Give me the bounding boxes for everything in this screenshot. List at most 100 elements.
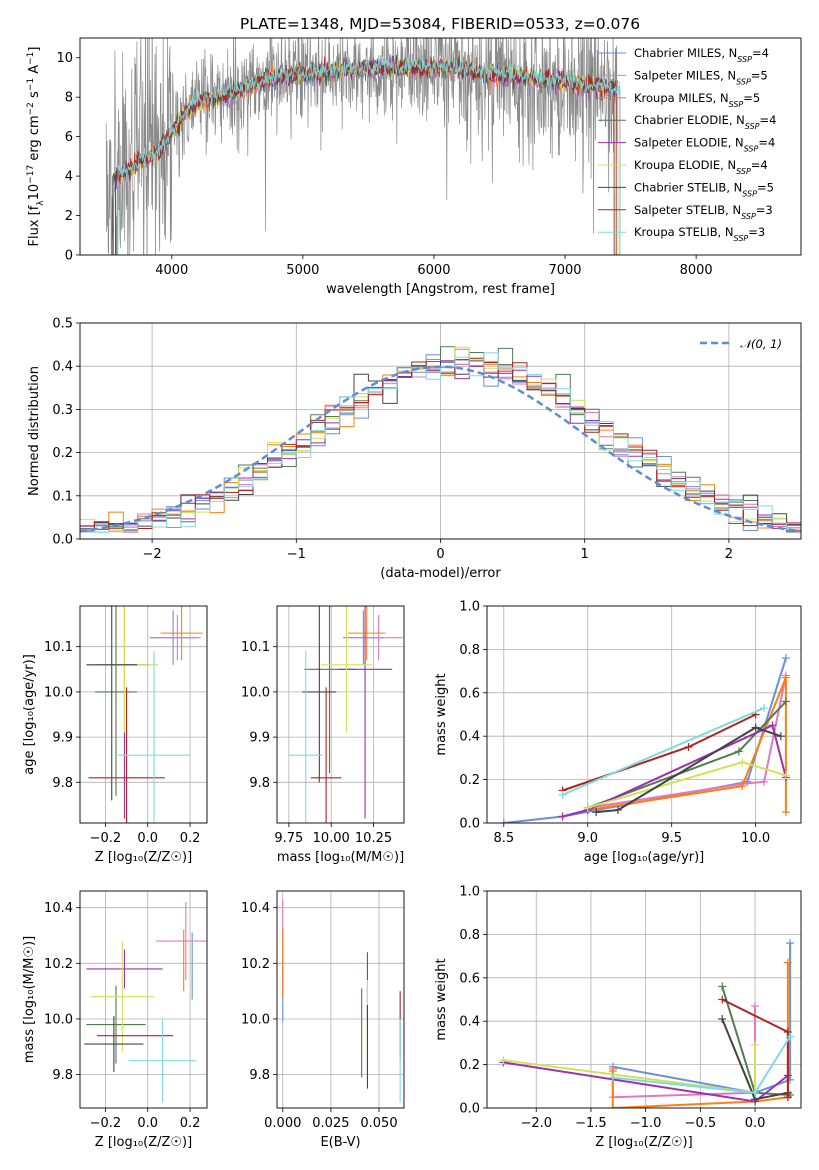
mass_vs_Z-x-tick-label: 0.2 bbox=[180, 1116, 201, 1131]
weight_vs_age-frame bbox=[486, 605, 802, 824]
mass_vs_Z-y-tick-label: 10.4 bbox=[44, 901, 73, 916]
weight-series-line bbox=[562, 723, 787, 818]
mass_vs_ebv-x-tick-label: 0.000 bbox=[264, 1116, 301, 1131]
residuals-y-axis-label: Normed distribution bbox=[27, 366, 42, 496]
weight_vs_Z-y-tick-label: 0.8 bbox=[459, 928, 480, 943]
residuals-plot-area bbox=[80, 346, 801, 533]
mass_vs_ebv-x-axis-label: E(B-V) bbox=[320, 1135, 360, 1150]
legend-label-name: Salpeter STELIB, N bbox=[634, 203, 741, 217]
residuals-x-tick-label: 2 bbox=[725, 547, 733, 562]
mass_vs_ebv-x-tick-label: 0.050 bbox=[360, 1116, 397, 1131]
legend-label-name: Kroupa ELODIE, N bbox=[634, 158, 736, 172]
weight_vs_age-y-tick-label: 0.8 bbox=[459, 643, 480, 658]
weight_vs_Z-axes: −2.0 −1.5 −1.0 −0.5 0.0 0.0 0.2 0.4 0.6 0.8 1.0 Z [… bbox=[434, 885, 801, 1150]
legend-label-sub: SSP bbox=[737, 55, 752, 64]
weight_vs_age-y-tick-label: 0.4 bbox=[459, 730, 480, 745]
legend-label: Salpeter ELODIE, NSSP=4 bbox=[634, 136, 775, 154]
weight_vs_Z-x-axis-label: Z [log₁₀(Z/Z☉)] bbox=[595, 1135, 692, 1150]
spectrum-x-axis-label: wavelength [Angstrom, rest frame] bbox=[326, 282, 555, 297]
legend-label: Salpeter MILES, NSSP=5 bbox=[634, 68, 768, 86]
spectrum-y-axis-label-part: A bbox=[27, 65, 42, 78]
weight_vs_age-y-tick-label: 0.0 bbox=[459, 817, 480, 832]
legend-label-name: Salpeter ELODIE, N bbox=[634, 136, 744, 150]
weight_vs_Z-y-tick-label: 0.0 bbox=[459, 1102, 480, 1117]
residuals-y-tick-label: 0.4 bbox=[52, 360, 73, 375]
legend-label-name: Kroupa MILES, N bbox=[634, 91, 729, 105]
mass_vs_ebv-plot-area bbox=[282, 899, 401, 1103]
legend-label-name: Salpeter MILES, N bbox=[634, 68, 736, 82]
weight_vs_Z-x-tick-label: −0.5 bbox=[685, 1116, 717, 1131]
spectrum-x-tick-label: 5000 bbox=[286, 263, 319, 278]
spectrum-y-tick-label: 6 bbox=[65, 130, 73, 145]
spectrum-x-tick-label: 7000 bbox=[548, 263, 581, 278]
age_vs_mass-x-tick-label: 9.75 bbox=[274, 831, 303, 846]
mass_vs_Z-x-axis-label: Z [log₁₀(Z/Z☉)] bbox=[95, 1135, 192, 1150]
residuals-y-tick-label: 0.1 bbox=[52, 489, 73, 504]
mass_vs_ebv-axes: 0.000 0.025 0.050 9.8 10.0 10.2 10.4 E(B-V) bbox=[241, 891, 404, 1150]
residual-histogram bbox=[80, 352, 801, 533]
normal-reference-curve bbox=[80, 365, 801, 533]
spectrum-y-tick-label: 10 bbox=[56, 51, 73, 66]
spectrum-y-tick-label: 0 bbox=[65, 249, 73, 264]
mass_vs_ebv-y-tick-label: 9.8 bbox=[249, 1068, 270, 1083]
spectrum-y-tick-label: 8 bbox=[65, 91, 73, 106]
legend-label: Chabrier ELODIE, NSSP=4 bbox=[634, 113, 776, 131]
legend-label-count: =4 bbox=[758, 136, 775, 150]
weight_vs_Z-x-tick-label: −2.0 bbox=[520, 1116, 552, 1131]
legend-label-name: Chabrier STELIB, N bbox=[634, 180, 742, 194]
mass_vs_Z-frame bbox=[79, 890, 208, 1109]
weight_vs_Z-y-tick-label: 0.2 bbox=[459, 1058, 480, 1073]
age_vs_mass-x-axis-label: mass [log₁₀(M/M☉)] bbox=[277, 850, 404, 865]
mass_vs_ebv-y-tick-label: 10.4 bbox=[241, 901, 270, 916]
legend-label-sub: SSP bbox=[741, 211, 756, 220]
age_vs_Z-x-tick-label: 0.0 bbox=[137, 831, 158, 846]
age_vs_mass-plot-area bbox=[288, 606, 403, 823]
age_vs_mass-y-tick-label: 10.1 bbox=[241, 640, 270, 655]
mass_vs_ebv-y-tick-label: 10.2 bbox=[241, 957, 270, 972]
weight_vs_Z-y-tick-label: 1.0 bbox=[459, 885, 480, 900]
spectrum-frame bbox=[79, 37, 802, 256]
spectrum-axes: 4000 5000 6000 7000 8000 0 2 4 6 8 10 wavelength [A… bbox=[26, 47, 713, 298]
spectrum-y-axis-label-part: −1 bbox=[26, 78, 36, 91]
age_vs_mass-x-tick-label: 10.00 bbox=[313, 831, 350, 846]
age_vs_Z-y-tick-label: 9.8 bbox=[52, 776, 73, 791]
mass_vs_Z-y-tick-label: 9.8 bbox=[52, 1068, 73, 1083]
residuals-x-tick-label: 1 bbox=[581, 547, 589, 562]
residuals-y-tick-label: 0.3 bbox=[52, 403, 73, 418]
legend-label-name: Chabrier ELODIE, N bbox=[634, 113, 745, 127]
spectrum-y-axis-label-part: 10 bbox=[27, 184, 42, 201]
spectrum-y-axis-label-part: −1 bbox=[26, 52, 36, 65]
legend-label-count: =5 bbox=[743, 91, 760, 105]
weight_vs_age-y-tick-label: 1.0 bbox=[459, 600, 480, 615]
residuals-x-tick-label: −1 bbox=[287, 547, 306, 562]
age_vs_mass-y-tick-label: 9.9 bbox=[249, 731, 270, 746]
legend-label-count: =4 bbox=[752, 46, 769, 60]
mass_vs_Z-y-tick-label: 10.0 bbox=[44, 1012, 73, 1027]
age_vs_Z-y-tick-label: 9.9 bbox=[52, 731, 73, 746]
age_vs_Z-frame bbox=[79, 605, 208, 824]
figure-title: PLATE=1348, MJD=53084, FIBERID=0533, z=0… bbox=[240, 15, 640, 33]
age_vs_Z-x-axis-label: Z [log₁₀(Z/Z☉)] bbox=[95, 850, 192, 865]
legend-label-count: =4 bbox=[760, 113, 777, 127]
legend-label-sub: SSP bbox=[736, 167, 751, 176]
residuals-y-tick-label: 0.2 bbox=[52, 446, 73, 461]
residuals-y-tick-label: 0.0 bbox=[52, 533, 73, 548]
spectrum-x-tick-label: 4000 bbox=[155, 263, 188, 278]
mass_vs_ebv-y-tick-label: 10.0 bbox=[241, 1012, 270, 1027]
spectrum-y-tick-label: 4 bbox=[65, 170, 73, 185]
age_vs_Z-x-tick-label: −0.2 bbox=[90, 831, 122, 846]
weight_vs_Z-frame bbox=[486, 890, 802, 1109]
mass_vs_Z-axes: −0.2 0.0 0.2 9.8 10.0 10.2 10.4 Z [log₁₀(Z/Z☉)]… bbox=[22, 891, 207, 1150]
legend-label: Chabrier MILES, NSSP=4 bbox=[634, 46, 769, 64]
weight_vs_age-x-tick-label: 9.5 bbox=[661, 831, 682, 846]
age_vs_mass-axes: 9.75 10.00 10.25 9.8 9.9 10.0 10.1 mass [log₁₀(… bbox=[241, 606, 404, 865]
model-spectrum-line bbox=[117, 52, 621, 255]
legend-label-count: =4 bbox=[751, 158, 768, 172]
residuals-frame bbox=[79, 322, 802, 540]
age_vs_Z-y-tick-label: 10.0 bbox=[44, 685, 73, 700]
legend-label: Kroupa STELIB, NSSP=3 bbox=[634, 225, 765, 243]
weight_vs_age-axes: 8.5 9.0 9.5 10.0 0.0 0.2 0.4 0.6 0.8 1.0 age [log₁… bbox=[434, 600, 801, 865]
legend-label-sub: SSP bbox=[729, 99, 744, 108]
